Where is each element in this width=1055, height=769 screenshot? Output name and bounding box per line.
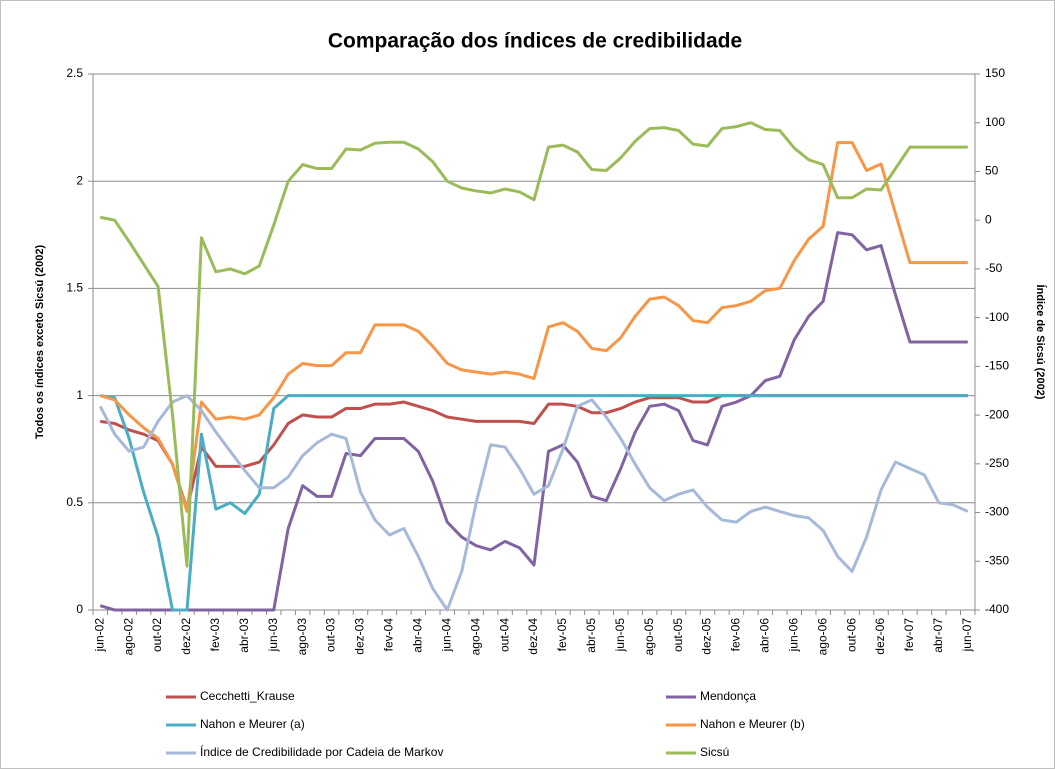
y2-tick-label: -150 xyxy=(985,359,1009,373)
chart-title: Comparação dos índices de credibilidade xyxy=(328,30,742,53)
x-tick-label: fev-05 xyxy=(555,618,569,652)
x-tick-label: fev-04 xyxy=(382,618,396,652)
x-tick-label: out-02 xyxy=(150,618,164,652)
x-tick-label: jun-02 xyxy=(92,618,106,653)
x-tick-label: abr-04 xyxy=(410,618,424,653)
y2-tick-label: 50 xyxy=(985,164,999,178)
legend-label: Índice de Credibilidade por Cadeia de Ma… xyxy=(200,744,443,759)
x-tick-label: out-04 xyxy=(497,618,511,652)
x-tick-label: jun-05 xyxy=(613,618,627,653)
x-tick-label: ago-05 xyxy=(642,618,656,656)
x-tick-label: dez-04 xyxy=(526,618,540,655)
x-tick-label: ago-03 xyxy=(295,618,309,656)
y-axis-title: Todos os índices exceto Sicsú (2002) xyxy=(34,245,46,440)
legend-label: Cecchetti_Krause xyxy=(200,689,295,703)
series-line xyxy=(98,394,969,612)
x-tick-label: ago-02 xyxy=(121,618,135,656)
x-tick-label: abr-07 xyxy=(931,618,945,653)
y2-tick-label: 0 xyxy=(985,212,992,226)
series-line xyxy=(99,231,968,612)
y-tick-label: 1 xyxy=(76,388,83,402)
legend-label: Nahon e Meurer (a) xyxy=(200,717,305,731)
x-tick-label: dez-06 xyxy=(873,618,887,655)
x-tick-label: dez-03 xyxy=(353,618,367,655)
series-line xyxy=(100,394,968,612)
y2-tick-label: -300 xyxy=(985,505,1009,519)
x-tick-label: ago-04 xyxy=(468,618,482,656)
y2-tick-label: -350 xyxy=(985,553,1009,567)
x-tick-label: out-05 xyxy=(671,618,685,652)
x-tick-label: jun-03 xyxy=(266,618,280,653)
y-tick-label: 0 xyxy=(76,602,83,616)
y2-tick-label: 100 xyxy=(985,115,1005,129)
y-tick-label: 0.5 xyxy=(66,495,83,509)
x-tick-label: jun-07 xyxy=(960,618,974,653)
x-tick-label: abr-05 xyxy=(584,618,598,653)
x-tick-label: abr-06 xyxy=(758,618,772,653)
y2-tick-label: -100 xyxy=(985,310,1009,324)
legend-label: Nahon e Meurer (b) xyxy=(700,717,805,731)
x-tick-label: fev-07 xyxy=(902,618,916,652)
y-tick-label: 2 xyxy=(76,173,83,187)
y2-tick-label: 150 xyxy=(985,66,1005,80)
y2-tick-label: -250 xyxy=(985,456,1009,470)
x-tick-label: out-06 xyxy=(844,618,858,652)
x-tick-label: ago-06 xyxy=(815,618,829,656)
x-tick-label: fev-06 xyxy=(729,618,743,652)
x-tick-label: jun-04 xyxy=(439,618,453,653)
y2-tick-label: -50 xyxy=(985,261,1003,275)
y-tick-label: 1.5 xyxy=(66,281,83,295)
y-tick-label: 2.5 xyxy=(66,66,83,80)
legend-label: Mendonça xyxy=(700,689,756,703)
x-tick-label: abr-03 xyxy=(237,618,251,653)
x-tick-label: out-03 xyxy=(324,618,338,652)
legend-label: Sicsú xyxy=(700,745,729,759)
series-line xyxy=(99,141,968,513)
x-tick-label: dez-02 xyxy=(179,618,193,655)
y2-tick-label: -400 xyxy=(985,602,1009,616)
y2-axis-title: Índice de Sicsú (2002) xyxy=(1034,285,1047,400)
x-tick-label: dez-05 xyxy=(700,618,714,655)
x-tick-label: jun-06 xyxy=(786,618,800,653)
y2-tick-label: -200 xyxy=(985,407,1009,421)
x-tick-label: fev-03 xyxy=(208,618,222,652)
series-line xyxy=(99,121,968,568)
